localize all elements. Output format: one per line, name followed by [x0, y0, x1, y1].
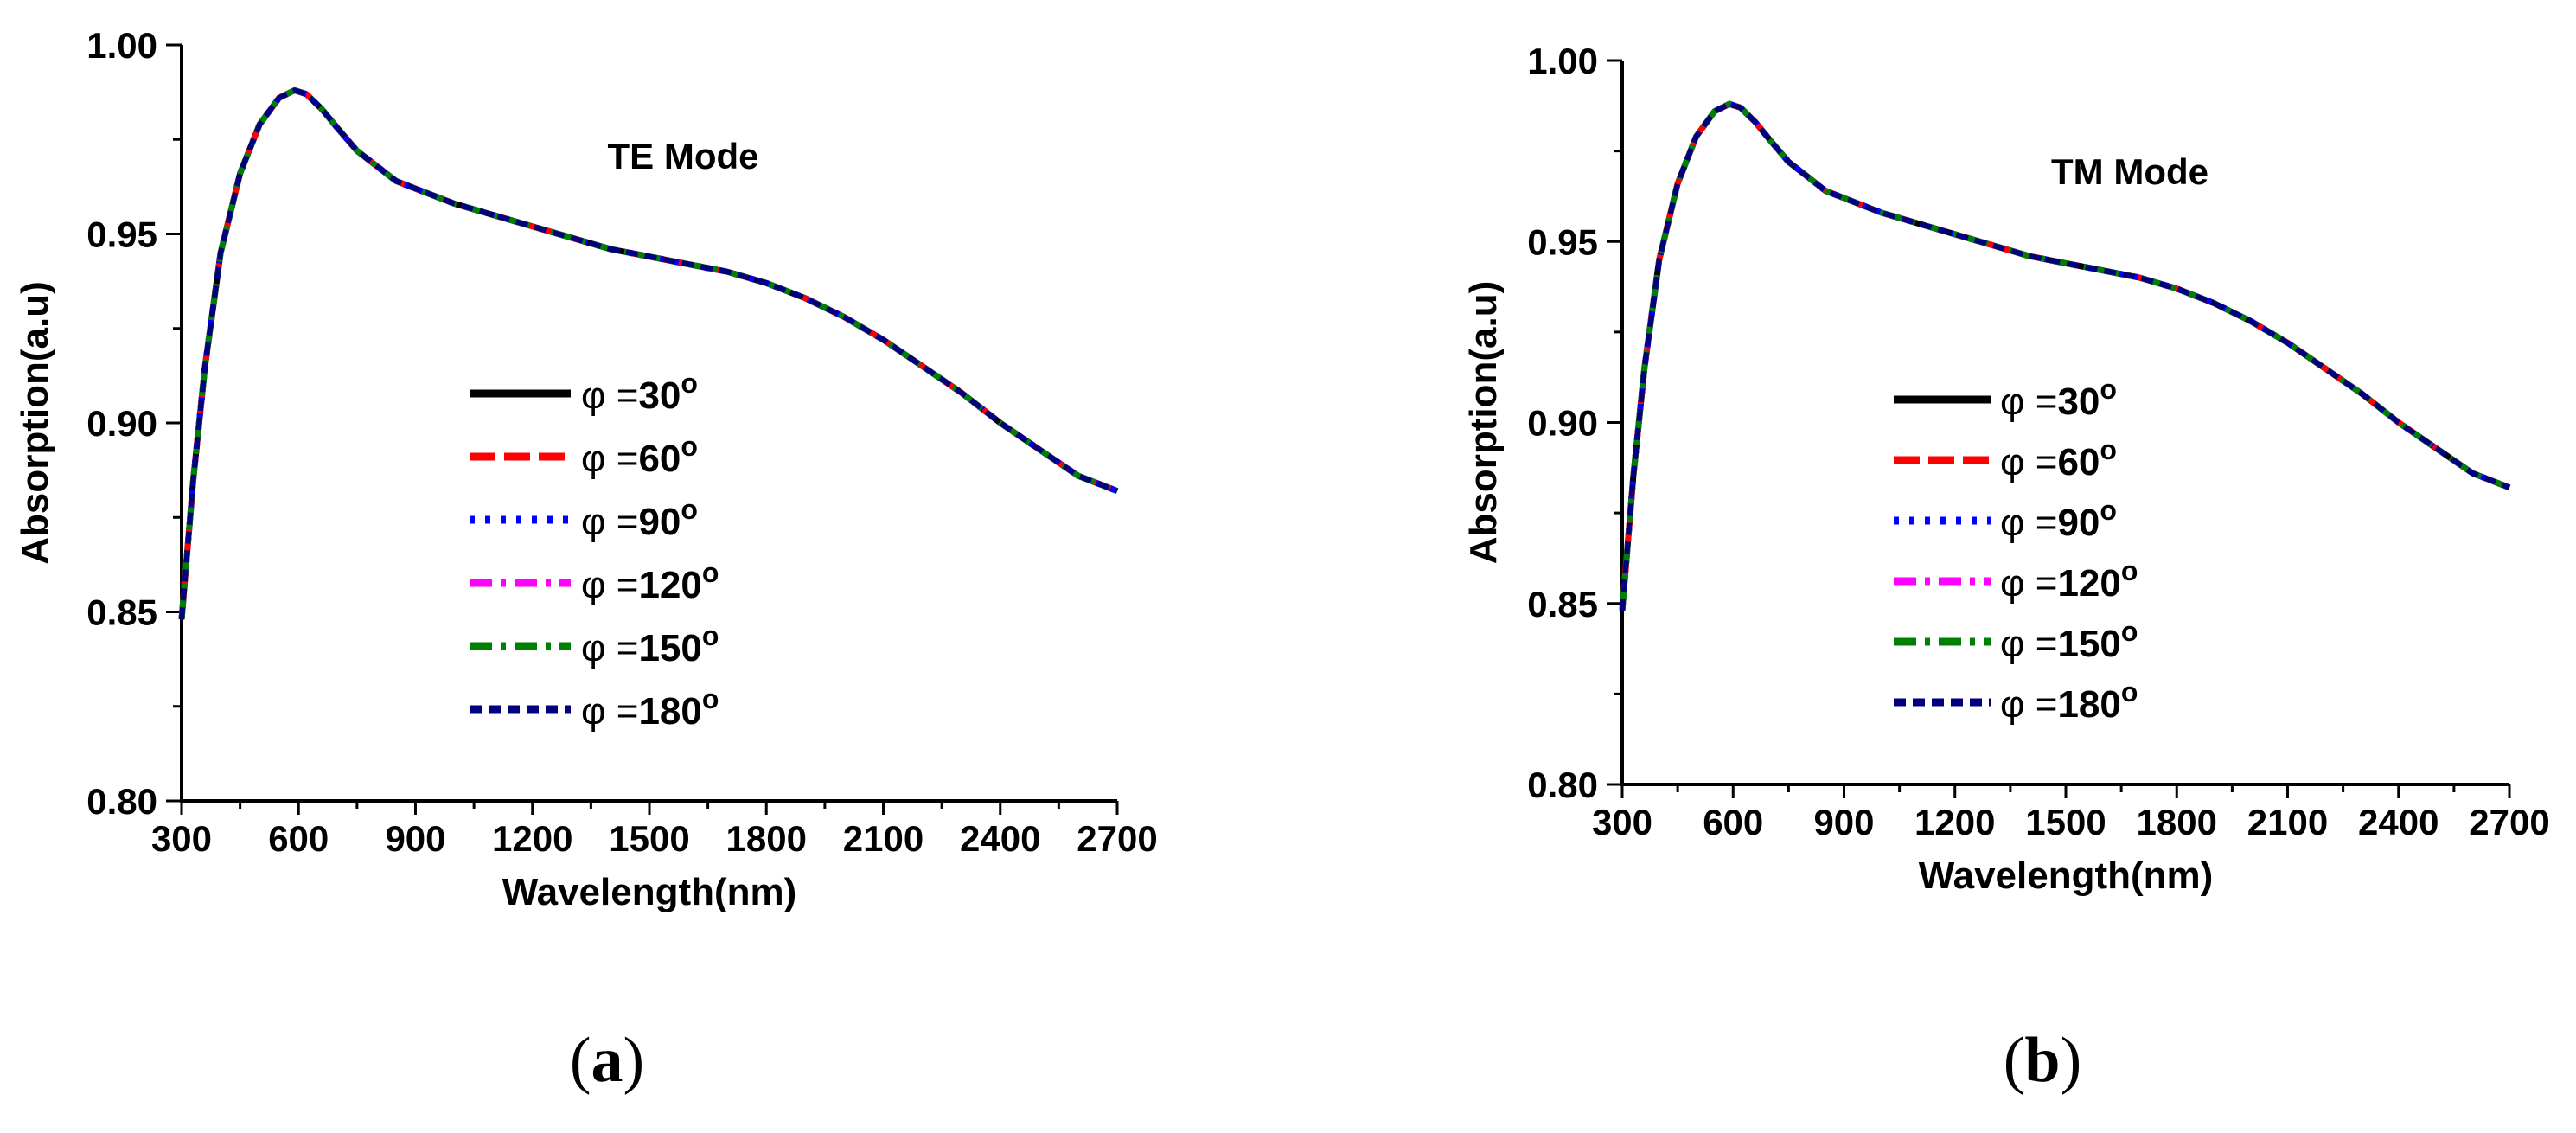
legend-angle: 30 [2057, 381, 2100, 423]
caption-open-paren: ( [2004, 1025, 2025, 1096]
legend-label: φ =180o [581, 683, 719, 733]
mode-annotation: TE Mode [608, 136, 759, 176]
legend-label: φ =30o [581, 368, 698, 417]
legend-degree: o [681, 431, 698, 462]
caption-letter: a [591, 1025, 623, 1096]
legend-degree: o [2121, 676, 2138, 707]
y-tick-label: 0.95 [1527, 221, 1598, 262]
legend-symbol: φ = [581, 501, 638, 543]
y-tick-label: 0.90 [1527, 403, 1598, 444]
legend-degree: o [702, 683, 719, 714]
legend-label: φ =150o [581, 620, 719, 669]
x-tick-label: 1500 [609, 818, 689, 859]
x-tick-label: 1800 [726, 818, 807, 859]
legend-degree: o [2121, 555, 2138, 586]
legend-label: φ =150o [2000, 616, 2138, 665]
legend-symbol: φ = [581, 438, 638, 480]
legend-degree: o [2121, 616, 2138, 647]
legend-label: φ =30o [2000, 374, 2117, 423]
y-axis-title: Absorption(a.u) [14, 281, 56, 565]
x-tick-label: 1200 [1914, 802, 1995, 842]
x-tick-label: 1200 [492, 818, 572, 859]
caption-open-paren: ( [570, 1025, 591, 1096]
x-tick-label: 900 [1813, 802, 1874, 842]
legend-angle: 150 [638, 627, 701, 669]
legend-angle: 150 [2057, 623, 2120, 665]
series-line-5 [1620, 101, 2511, 611]
legend-symbol: φ = [581, 627, 638, 669]
x-tick-label: 300 [1592, 802, 1652, 842]
chart-panel-b: 300 600 900 1200 1500 1800 2100 2400 2700 0.80 0.8… [1462, 41, 2550, 1096]
x-tick-label: 1800 [2137, 802, 2217, 842]
x-tick-label: 1500 [2025, 802, 2106, 842]
legend-label: φ =60o [581, 431, 698, 480]
legend-degree: o [2100, 374, 2117, 405]
x-axis-title: Wavelength(nm) [502, 871, 797, 913]
series-line-5 [179, 87, 1119, 620]
legend-angle: 30 [638, 374, 681, 417]
legend-label: φ =90o [581, 494, 698, 543]
legend-angle: 90 [2057, 502, 2100, 544]
legend-angle: 60 [2057, 441, 2100, 483]
legend-degree: o [681, 368, 698, 399]
legend-symbol: φ = [2000, 562, 2057, 605]
x-tick-label: 2100 [843, 818, 924, 859]
y-tick-label: 0.95 [86, 214, 157, 255]
legend-angle: 180 [638, 690, 701, 733]
y-tick-label: 0.80 [1527, 765, 1598, 805]
legend-symbol: φ = [581, 374, 638, 417]
caption-close-paren: ) [2061, 1025, 2082, 1096]
legend-degree: o [702, 557, 719, 588]
x-tick-label: 300 [151, 818, 212, 859]
mode-annotation: TM Mode [2051, 151, 2208, 192]
legend-degree: o [2100, 495, 2117, 526]
legend-angle: 60 [638, 438, 681, 480]
x-tick-label: 600 [268, 818, 329, 859]
caption-close-paren: ) [623, 1025, 645, 1096]
x-tick-label: 2700 [2469, 802, 2549, 842]
y-tick-label: 0.85 [1527, 584, 1598, 624]
x-axis-title: Wavelength(nm) [1919, 855, 2214, 897]
y-tick-label: 1.00 [1527, 41, 1598, 81]
legend-label: φ =60o [2000, 434, 2117, 483]
panel-caption: (b) [2004, 1025, 2081, 1096]
legend-symbol: φ = [581, 564, 638, 606]
y-tick-label: 0.80 [86, 781, 157, 822]
legend-symbol: φ = [2000, 502, 2057, 544]
y-tick-label: 0.85 [86, 592, 157, 633]
panel-caption: (a) [570, 1025, 644, 1096]
legend-angle: 180 [2057, 683, 2120, 726]
legend-symbol: φ = [2000, 623, 2057, 665]
legend-label: φ =120o [581, 557, 719, 606]
legend-angle: 120 [2057, 562, 2120, 605]
x-tick-label: 2400 [2358, 802, 2439, 842]
legend-angle: 90 [638, 501, 681, 543]
legend-symbol: φ = [2000, 441, 2057, 483]
caption-letter: b [2024, 1025, 2060, 1096]
x-tick-label: 600 [1703, 802, 1763, 842]
legend-angle: 120 [638, 564, 701, 606]
legend-degree: o [2100, 434, 2117, 465]
legend-label: φ =180o [2000, 676, 2138, 726]
legend-label: φ =90o [2000, 495, 2117, 544]
x-tick-label: 2100 [2247, 802, 2328, 842]
y-axis-title: Absorption(a.u) [1462, 281, 1505, 565]
y-tick-label: 1.00 [86, 25, 157, 66]
chart-panel-a: 300 600 900 1200 1500 1800 2100 2400 2700 0.80 0.8… [14, 25, 1158, 1096]
legend-symbol: φ = [2000, 683, 2057, 726]
y-tick-label: 0.90 [86, 403, 157, 444]
legend-symbol: φ = [2000, 381, 2057, 423]
x-tick-label: 2700 [1077, 818, 1157, 859]
legend-symbol: φ = [581, 690, 638, 733]
legend-label: φ =120o [2000, 555, 2138, 605]
legend-degree: o [702, 620, 719, 651]
legend-degree: o [681, 494, 698, 525]
x-tick-label: 2400 [960, 818, 1040, 859]
x-tick-label: 900 [385, 818, 445, 859]
